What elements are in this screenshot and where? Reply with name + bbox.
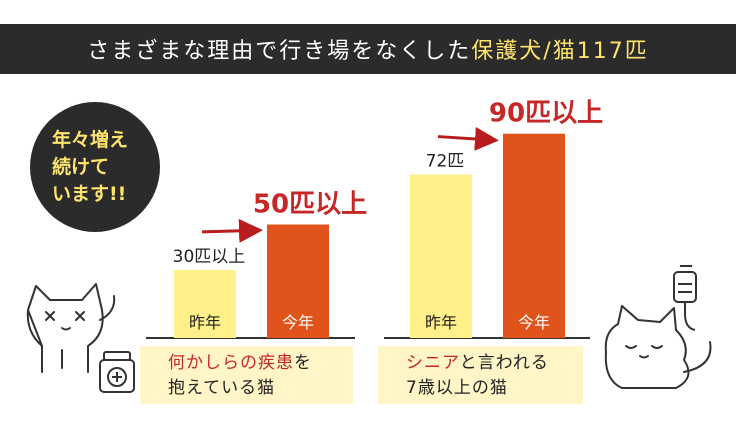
title-banner: さまざまな理由で行き場をなくした 保護犬/猫117匹	[0, 24, 736, 74]
caption-group-1: 何かしらの疾患を 抱えている猫	[140, 346, 353, 404]
badge-line-2: 続けて	[52, 155, 110, 178]
category-label-1-2: 今年	[282, 313, 314, 332]
value-label-1-1: 30匹以上	[173, 247, 246, 267]
category-label-2-2: 今年	[518, 313, 550, 332]
growth-arrow-2	[437, 126, 499, 151]
dizzy-cat-icon	[26, 283, 116, 373]
growth-arrow-1	[201, 218, 263, 243]
caption-2-rest: と言われる	[459, 353, 549, 373]
trend-badge: 年々増え 続けて います!!	[30, 102, 160, 232]
caption-1-rest: を	[294, 353, 312, 373]
bar-1-1	[174, 269, 236, 338]
caption-2-highlight: シニア	[406, 353, 460, 373]
caption-1-line2: 抱えている猫	[168, 378, 276, 398]
value-label-1-2: 50匹以上	[253, 190, 367, 220]
caption-2-line2: 7歳以上の猫	[406, 378, 508, 398]
title-prefix: さまざまな理由で行き場をなくした	[87, 39, 472, 64]
caption-group-2: シニアと言われる 7歳以上の猫	[378, 346, 583, 404]
caption-1-highlight: 何かしらの疾患	[168, 353, 294, 373]
bar-2-1	[410, 174, 472, 338]
bar-2-2	[503, 133, 565, 338]
bar-1-2	[267, 224, 329, 338]
value-label-2-1: 72匹	[426, 152, 465, 172]
badge-line-1: 年々増え	[52, 128, 129, 151]
sleeping-cat-icon	[604, 305, 712, 389]
badge-line-3: います!!	[52, 182, 127, 205]
value-label-2-2: 90匹以上	[489, 99, 603, 129]
category-label-2-1: 昨年	[425, 313, 457, 332]
medicine-bottle-icon	[99, 351, 135, 393]
iv-drip-icon	[673, 265, 697, 331]
title-highlight: 保護犬/猫117匹	[471, 39, 649, 64]
category-label-1-1: 昨年	[189, 313, 221, 332]
